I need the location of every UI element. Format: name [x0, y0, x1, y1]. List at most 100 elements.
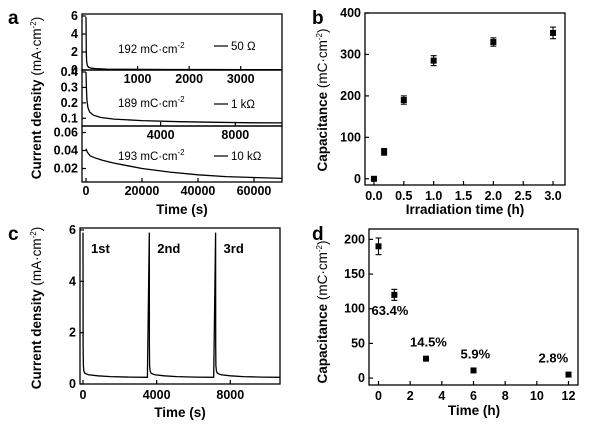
- y-tick-label: 0.1: [61, 111, 78, 125]
- y-tick-label: 200: [344, 232, 365, 246]
- data-point: [490, 39, 497, 46]
- data-point: [400, 97, 407, 104]
- x-tick-label: 2.0: [485, 189, 502, 203]
- y-tick-label: 0.4: [61, 65, 78, 79]
- panel-c-ticks: 0 4000 8000 0 2 4 6: [69, 223, 244, 402]
- panel-d-y-axis-label: Capacitance (mC·cm-2): [315, 241, 330, 384]
- x-tick-label: 2: [407, 389, 414, 403]
- panel-a-x-axis-label: Time (s): [156, 202, 208, 217]
- x-tick-label: 4000: [147, 128, 175, 142]
- panel-b: b 0.0 0.5 1.0 1.5 2.0 2.5 3.0 0 100 200 300 400 Irr…: [312, 6, 566, 217]
- panel-c-frame: [79, 227, 281, 385]
- y-tick-label: 400: [340, 6, 361, 20]
- y-tick-label: 0: [69, 377, 76, 391]
- percent-annotation: 63.4%: [372, 303, 409, 318]
- percent-annotation: 14.5%: [410, 335, 447, 350]
- panel-a-sub1-annotation: 192 mC·cm-2: [118, 41, 185, 56]
- panel-a-sub2-ticks: 4000 8000 0.10.2 0.30.4: [61, 65, 250, 142]
- panel-a-subplot-2: 4000 8000 0.10.2 0.30.4 189 mC·cm-2 1 kΩ: [61, 65, 283, 142]
- x-tick-label: 0.5: [395, 189, 412, 203]
- x-tick-label: 3.0: [544, 189, 561, 203]
- data-point: [423, 355, 429, 362]
- percent-annotation: 2.8%: [539, 351, 569, 366]
- panel-a-sub3-legend-label: 10 kΩ: [231, 151, 262, 163]
- panel-label-c: c: [8, 224, 19, 245]
- panel-a-sub3-annotation: 193 mC·cm-2: [118, 148, 185, 163]
- y-tick-label: 0.2: [61, 96, 78, 110]
- y-tick-label: 6: [71, 9, 78, 23]
- x-tick-label: 4000: [143, 388, 171, 402]
- panel-a-subplot-3: 0 20000 40000 60000 0.02 0.04 0.06 193 mC·cm-2…: [54, 125, 283, 199]
- panel-c-trace: [82, 232, 281, 378]
- y-tick-label: 100: [344, 302, 365, 316]
- y-tick-label: 0: [354, 172, 361, 186]
- panel-c-cycle-labels: 1st 2nd 3rd: [91, 241, 244, 256]
- x-tick-label: 40000: [181, 184, 216, 198]
- panel-a-sub3-trace: [85, 148, 283, 180]
- x-tick-label: 12: [562, 389, 576, 403]
- y-tick-label: 300: [340, 47, 361, 61]
- panel-d-points: [375, 237, 572, 378]
- x-tick-label: 20000: [125, 184, 160, 198]
- x-tick-label: 8000: [221, 128, 249, 142]
- data-point: [370, 175, 377, 182]
- panel-a: a 1000 2000 3000 0 2 4 6 192 mC·cm-2 50 Ω 4000…: [8, 8, 283, 217]
- data-point: [375, 243, 382, 250]
- y-tick-label: 4: [69, 274, 76, 288]
- data-point: [550, 29, 557, 36]
- cycle-label: 2nd: [157, 241, 180, 256]
- x-tick-label: 6: [470, 389, 477, 403]
- panel-a-sub3-frame: [81, 125, 283, 183]
- y-tick-label: 0.04: [54, 144, 78, 158]
- y-tick-label: 50: [351, 336, 365, 350]
- panel-a-sub1-ticks: 1000 2000 3000 0 2 4 6: [71, 9, 255, 86]
- data-point: [565, 371, 572, 378]
- y-tick-label: 150: [344, 267, 365, 281]
- panel-b-x-axis-label: Irradiation time (h): [406, 202, 525, 217]
- x-tick-label: 8: [502, 389, 509, 403]
- panel-d-ticks: 0 2 4 6 8 10 12 0 50 100 150 200: [344, 232, 575, 403]
- panel-label-b: b: [312, 8, 324, 29]
- panel-b-points: [370, 26, 557, 182]
- data-point: [391, 291, 398, 298]
- panel-d: d 0 2 4 6 8 10 12 0 50 100 150 200 63.4% 14.5% 5.9% 2.…: [312, 224, 579, 418]
- y-tick-label: 0: [358, 371, 365, 385]
- cycle-label: 3rd: [224, 241, 244, 256]
- cycle-label: 1st: [91, 241, 110, 256]
- panel-c-x-axis-label: Time (s): [154, 405, 206, 420]
- panel-a-sub2-trace: [85, 71, 283, 124]
- panel-a-sub2-legend-label: 1 kΩ: [231, 99, 255, 111]
- panel-a-y-axis-label: Current density (mA·cm-2): [29, 17, 44, 179]
- data-point: [430, 57, 437, 64]
- data-point: [381, 148, 388, 155]
- y-tick-label: 4: [71, 27, 78, 41]
- panel-a-sub1-legend-label: 50 Ω: [231, 41, 256, 53]
- x-tick-label: 60000: [237, 184, 272, 198]
- panel-c: c 0 4000 8000 0 2 4 6 1st 2nd 3rd Time (s) Curre…: [8, 223, 281, 420]
- x-tick-label: 1000: [124, 72, 152, 86]
- x-tick-label: 2000: [175, 72, 203, 86]
- x-tick-label: 10: [530, 389, 544, 403]
- y-tick-label: 6: [69, 223, 76, 237]
- x-tick-label: 0: [83, 184, 90, 198]
- panel-a-sub2-annotation: 189 mC·cm-2: [118, 95, 185, 110]
- panel-b-ticks: 0.0 0.5 1.0 1.5 2.0 2.5 3.0 0 100 200 300 400: [340, 6, 562, 203]
- y-tick-label: 200: [340, 89, 361, 103]
- panel-d-x-axis-label: Time (h): [448, 403, 500, 418]
- x-tick-label: 8000: [216, 388, 244, 402]
- x-tick-label: 0: [375, 389, 382, 403]
- panel-b-y-axis-label: Capacitance (mC·cm-2): [315, 29, 330, 172]
- percent-annotation: 5.9%: [461, 346, 491, 361]
- panel-d-annotations: 63.4% 14.5% 5.9% 2.8%: [372, 303, 569, 366]
- y-tick-label: 0.02: [54, 162, 78, 176]
- x-tick-label: 3000: [227, 72, 255, 86]
- panel-a-sub3-ticks: 0 20000 40000 60000 0.02 0.04 0.06: [54, 126, 272, 199]
- panel-b-frame: [364, 12, 566, 186]
- x-tick-label: 0.0: [365, 189, 382, 203]
- y-tick-label: 0.06: [54, 126, 78, 140]
- panel-label-d: d: [312, 224, 324, 245]
- panel-c-y-axis-label: Current density (mA·cm-2): [29, 227, 44, 389]
- x-tick-label: 1.5: [455, 189, 472, 203]
- x-tick-label: 1.0: [425, 189, 442, 203]
